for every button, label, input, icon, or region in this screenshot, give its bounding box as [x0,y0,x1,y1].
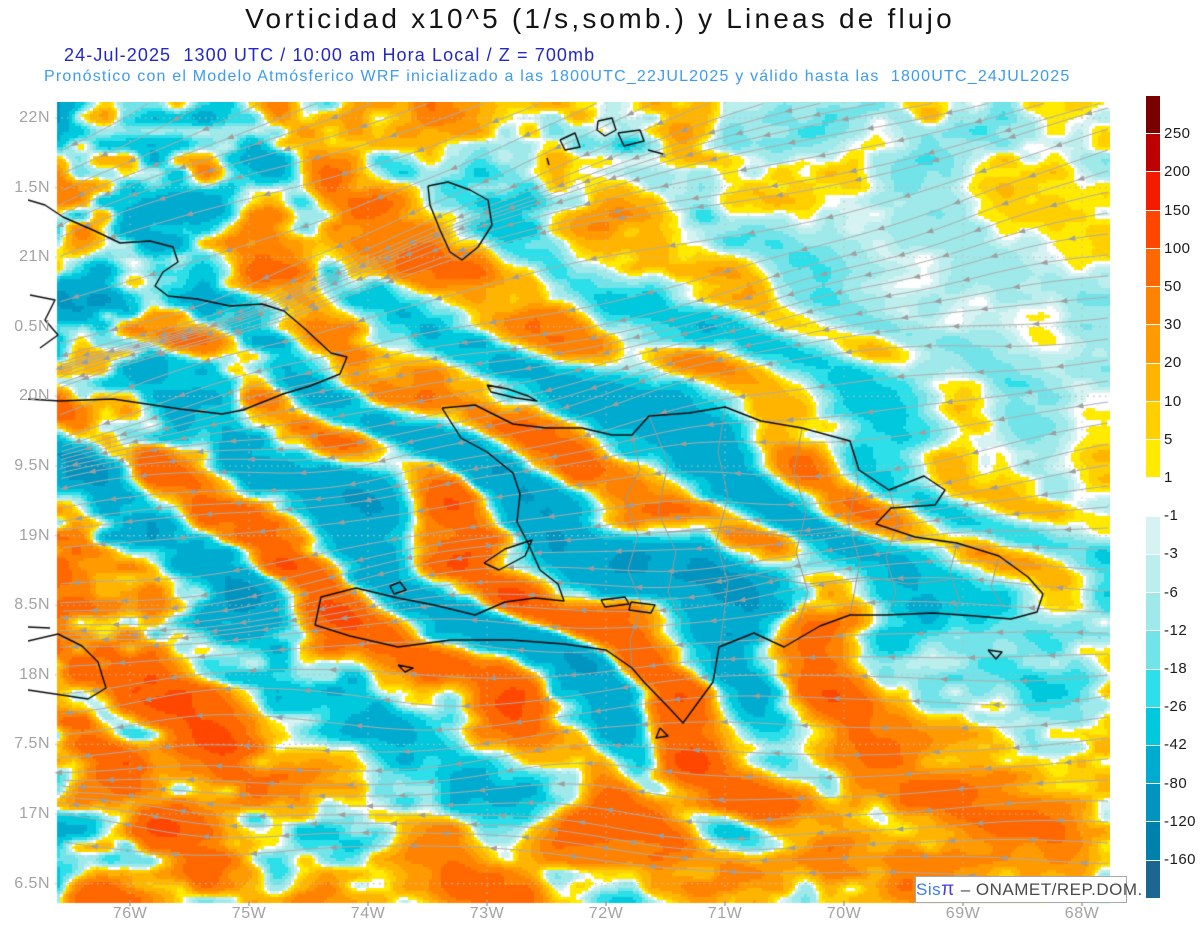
colorbar [1146,96,1160,898]
lat-tick-label: 18N [19,665,50,683]
colorbar-tick-label: -12 [1164,621,1188,639]
colorbar-tick-label: 5 [1164,430,1173,448]
colorbar-tick-label: -42 [1164,736,1188,754]
watermark-org: – ONAMET/REP.DOM. [960,880,1143,899]
colorbar-segment [1146,821,1160,860]
lon-tick-label: 68W [1064,905,1100,922]
colorbar-segment [1146,668,1160,707]
colorbar-segment [1146,133,1160,172]
colorbar-segment [1146,515,1160,554]
colorbar-segment [1146,477,1160,516]
colorbar-tick-label: -160 [1164,851,1197,868]
colorbar-tick-label: 10 [1164,392,1182,410]
colorbar-tick-label: 1 [1164,469,1173,486]
colorbar-segment [1146,247,1160,287]
lon-tick-label: 76W [112,905,148,922]
lat-tick-label: 7.5N [14,735,50,753]
colorbar-tick-label: 30 [1164,316,1182,334]
colorbar-tick-label: 150 [1164,201,1191,219]
colorbar-tick-label: -80 [1164,774,1188,792]
lon-tick-label: 70W [826,905,862,922]
lon-tick-label: 73W [469,905,505,922]
colorbar-segment [1146,96,1160,134]
colorbar-segment [1146,630,1160,669]
colorbar-tick-label: 20 [1164,354,1182,372]
colorbar-segment [1146,286,1160,325]
colorbar-segment [1146,859,1160,898]
lat-tick-label: 22N [19,109,50,126]
lon-tick-label: 74W [350,905,386,922]
colorbar-segment [1146,439,1160,478]
colorbar-segment [1146,400,1160,440]
lat-tick-label: 9.5N [14,457,50,474]
colorbar-segment [1146,362,1160,401]
colorbar-tick-label: -120 [1164,812,1197,830]
colorbar-tick-label: -3 [1164,545,1179,563]
lat-tick-label: 6.5N [14,874,50,892]
colorbar-tick-label: -6 [1164,583,1179,601]
colorbar-segment [1146,592,1160,631]
lat-tick-label: 1.5N [14,178,50,196]
colorbar-segment [1146,706,1160,745]
colorbar-segment [1146,553,1160,593]
colorbar-segment [1146,209,1160,248]
colorbar-tick-label: 100 [1164,239,1191,257]
lon-tick-label: 72W [588,905,624,922]
lon-tick-label: 75W [231,905,267,922]
page-title: Vorticidad x10^5 (1/s,somb.) y Lineas de… [245,3,955,34]
subtitle-model: Pronóstico con el Modelo Atmósferico WRF… [44,68,1071,85]
colorbar-tick-label: 50 [1164,278,1182,295]
colorbar-tick-label: 250 [1164,125,1191,143]
colorbar-tick-label: -18 [1164,660,1188,677]
lat-tick-label: 20N [19,387,50,405]
colorbar-segment [1146,744,1160,784]
watermark-brand: Sis [916,880,942,899]
colorbar-segment [1146,783,1160,822]
lon-tick-label: 69W [945,905,981,922]
colorbar-tick-label: -26 [1164,698,1188,716]
lat-tick-label: 8.5N [14,596,50,614]
lon-tick-label: 71W [707,905,743,922]
subtitle-datetime: 24-Jul-2025 1300 UTC / 10:00 am Hora Loc… [64,45,596,65]
vorticity-map-canvas [28,102,1110,906]
colorbar-tick-label: 200 [1164,163,1191,181]
lat-tick-label: 19N [19,526,50,544]
lat-tick-label: 0.5N [14,317,50,335]
lat-tick-label: 17N [19,805,50,822]
colorbar-segment [1146,171,1160,210]
colorbar-tick-label: -1 [1164,507,1179,525]
watermark-box: Sisπ – ONAMET/REP.DOM. [915,876,1142,903]
lat-tick-label: 21N [19,248,50,266]
colorbar-segment [1146,324,1160,363]
watermark-pi-icon: π [941,879,955,900]
